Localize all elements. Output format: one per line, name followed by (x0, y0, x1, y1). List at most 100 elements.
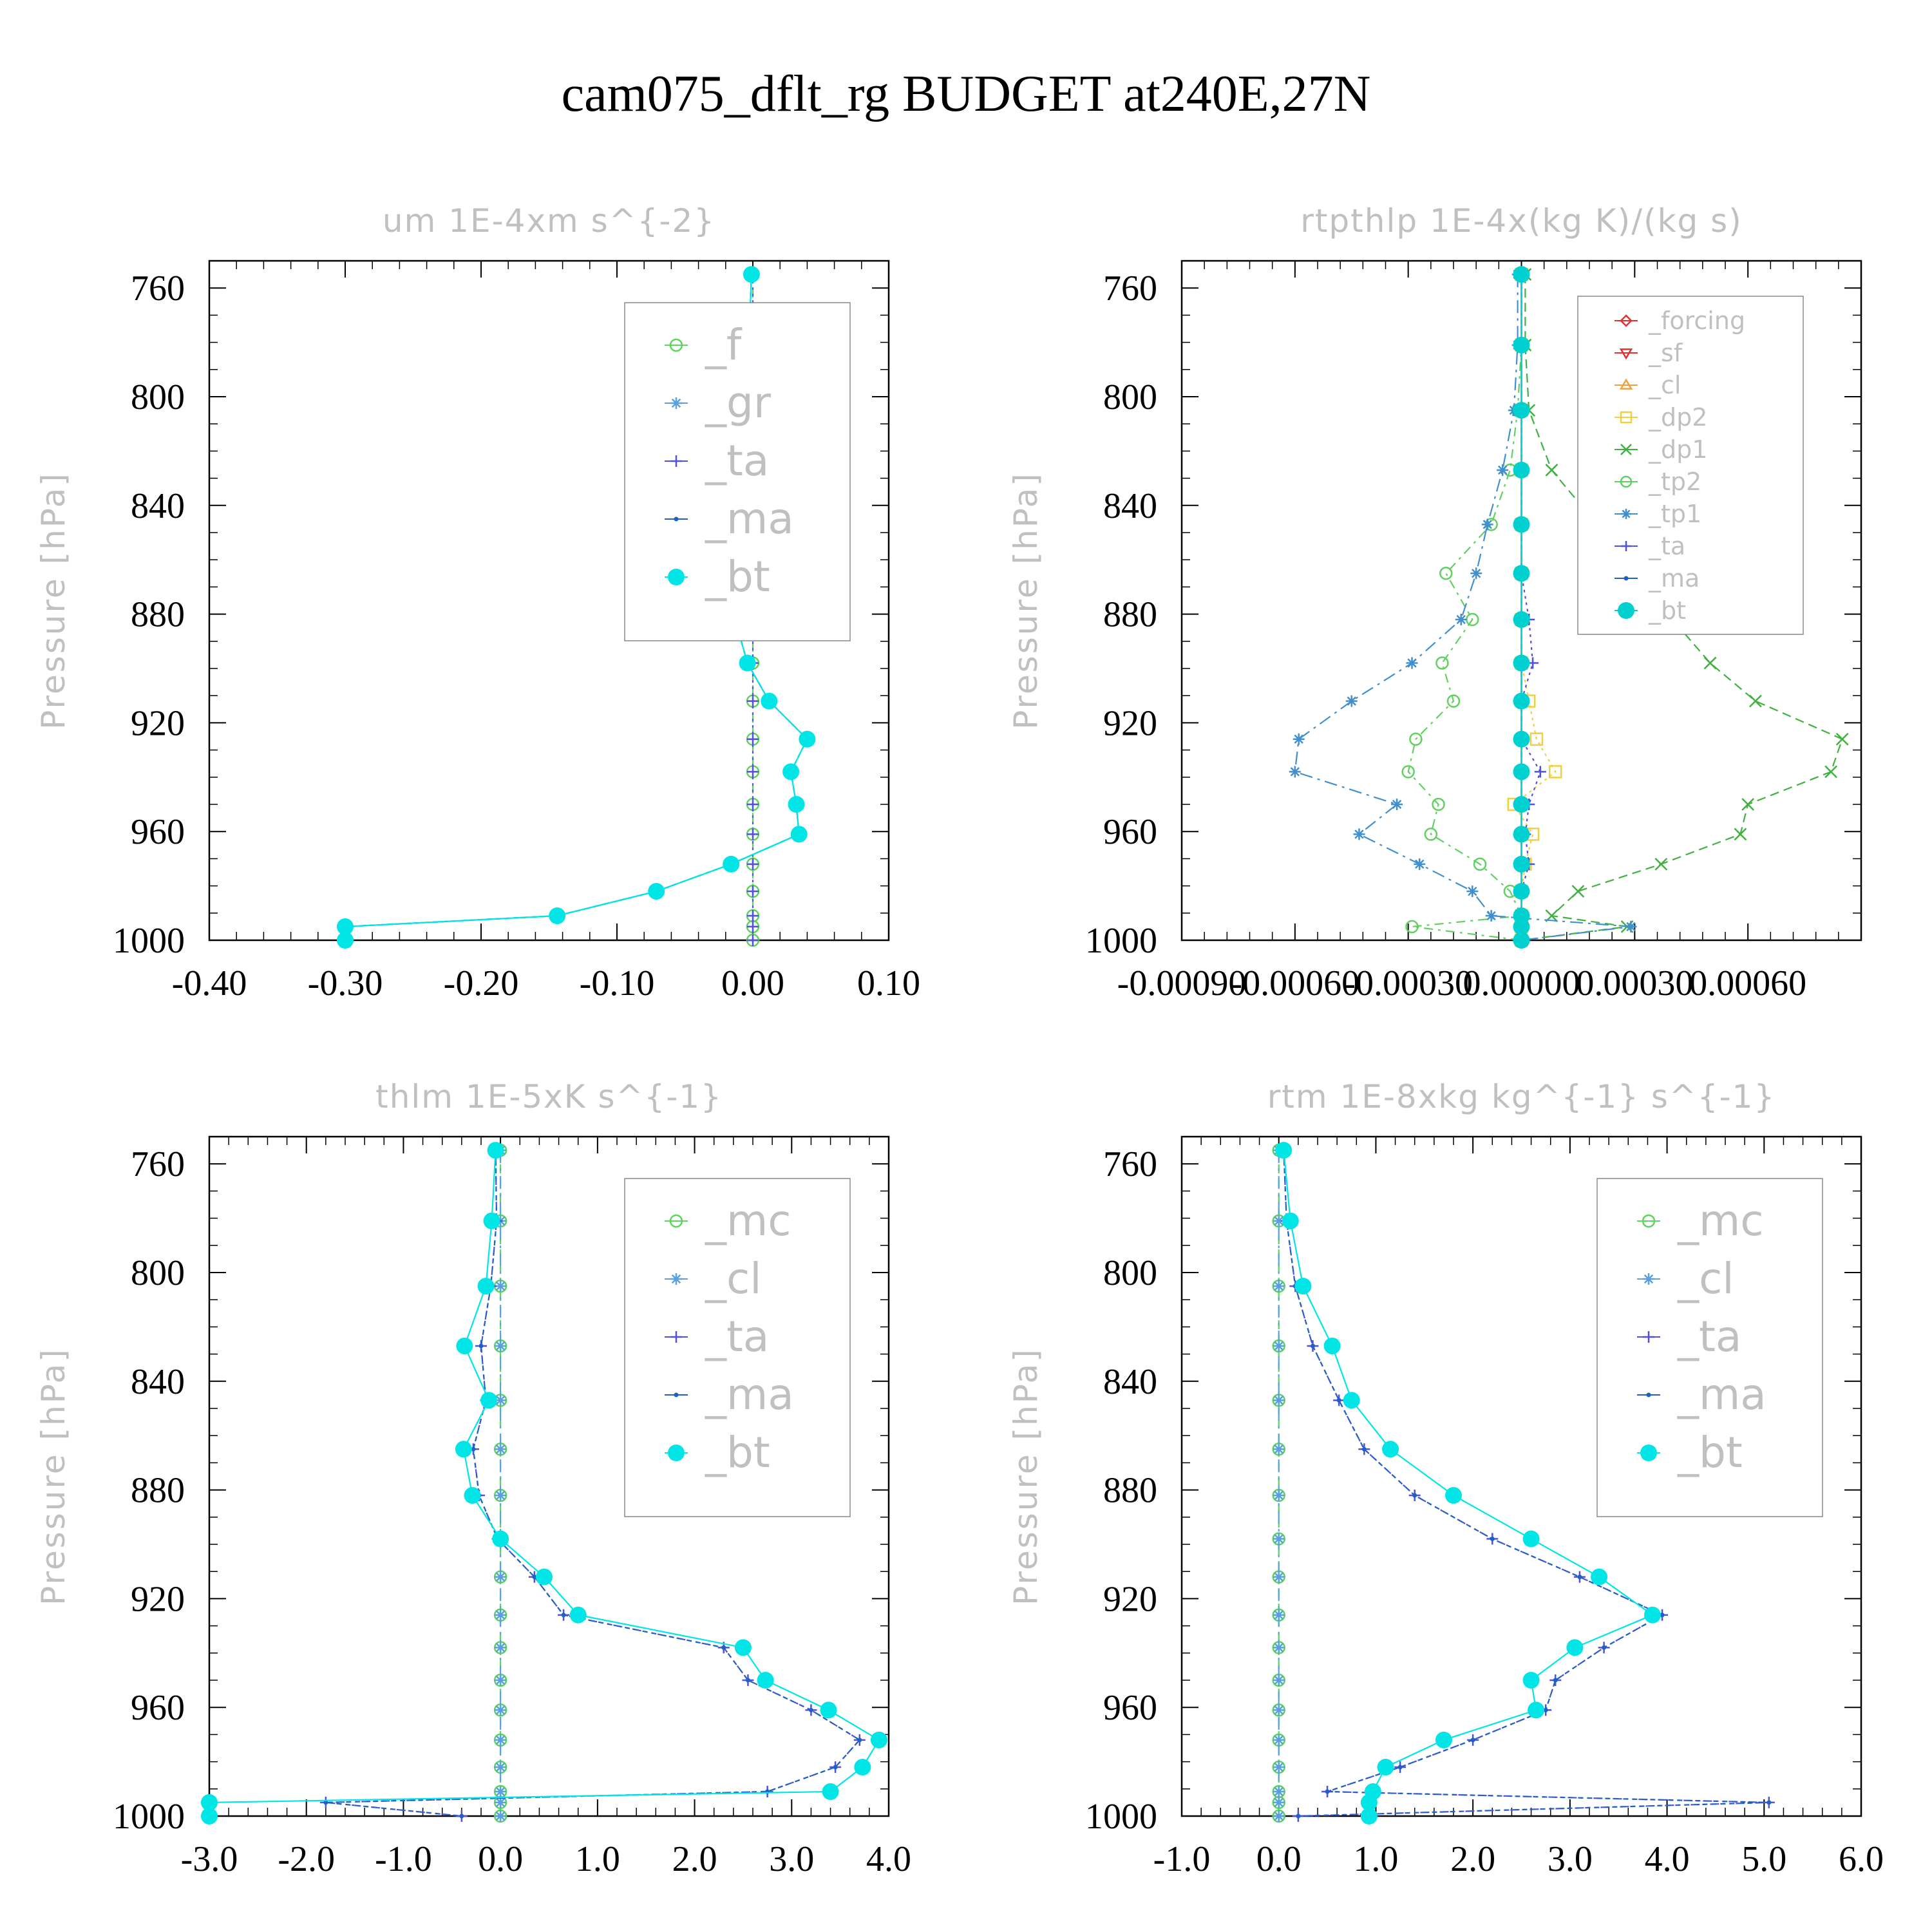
legend-marker (1621, 541, 1631, 551)
legend-label: _cl (1648, 371, 1681, 399)
legend-marker (668, 1444, 685, 1461)
legend-marker (1618, 602, 1634, 619)
x-tick-label: 0.00 (721, 963, 784, 1003)
series-line (1294, 274, 1631, 942)
series-bt (201, 1142, 887, 1824)
legend-label: _forcing (1648, 307, 1745, 335)
x-tick-label: 3.0 (769, 1839, 814, 1879)
x-tick-label: -0.20 (444, 963, 519, 1003)
panel-title: um 1E-4xm s^{-2} (383, 202, 715, 240)
data-point (739, 654, 756, 672)
legend-label: _cl (1677, 1254, 1734, 1303)
data-point (757, 1672, 774, 1689)
legend-marker (669, 338, 683, 352)
data-point (747, 695, 759, 707)
data-point (1513, 855, 1530, 873)
data-point (1490, 1537, 1495, 1542)
data-point (1522, 1672, 1540, 1689)
chart-panel-4: rtm 1E-8xkg kg^{-1} s^{-1} Pressure [hPa]… (1007, 1078, 1884, 1879)
data-point (1446, 694, 1461, 708)
data-point (1401, 765, 1415, 779)
data-point (1470, 567, 1482, 580)
legend-label: _ta (1677, 1312, 1741, 1361)
data-point (1481, 518, 1493, 531)
data-point (495, 1340, 507, 1352)
series-cl (1273, 1144, 1285, 1822)
legend-marker (1620, 444, 1632, 455)
legend-label: _ma (705, 1370, 794, 1419)
data-point (1513, 883, 1530, 900)
legend-label: _bt (1648, 596, 1686, 625)
legend-marker (1619, 378, 1633, 390)
data-point (495, 1734, 507, 1746)
series-line (325, 1150, 861, 1817)
y-tick-label: 760 (131, 269, 185, 308)
data-point (854, 1759, 871, 1776)
data-point (1513, 730, 1530, 748)
data-point (1528, 1701, 1545, 1719)
legend-marker (1642, 1214, 1656, 1228)
data-point (743, 266, 760, 283)
data-point (1360, 1808, 1378, 1824)
data-point (1513, 692, 1530, 710)
plot-frame (208, 260, 890, 942)
data-point (747, 858, 759, 870)
x-tick-label: -0.10 (580, 963, 655, 1003)
data-point (1602, 1645, 1607, 1650)
legend-marker (1624, 576, 1629, 581)
x-tick-label: 4.0 (866, 1839, 911, 1879)
y-tick-label: 920 (131, 703, 185, 743)
x-tick-label: -1.0 (1153, 1839, 1211, 1879)
data-point (721, 1645, 726, 1650)
data-point (1513, 796, 1530, 813)
data-point (532, 1575, 537, 1580)
data-point (535, 1568, 553, 1586)
legend-label: _cl (705, 1254, 762, 1303)
legend-marker (1643, 1331, 1654, 1343)
data-point (1553, 1678, 1558, 1683)
data-point (495, 1786, 507, 1798)
plot-frame (208, 1135, 890, 1817)
data-point (1543, 1707, 1548, 1712)
data-point (337, 932, 354, 949)
data-point (1545, 464, 1558, 477)
series-bt (1275, 1142, 1661, 1824)
plot-frame (1180, 1135, 1862, 1817)
y-tick-label: 960 (131, 812, 185, 852)
data-point (1343, 1392, 1360, 1409)
data-point (1273, 1642, 1285, 1654)
y-axis-label: Pressure [hPa] (35, 471, 72, 730)
x-tick-label: 0.00030 (1576, 963, 1693, 1003)
data-point (747, 733, 759, 745)
legend-marker (670, 1273, 682, 1285)
data-point (1660, 1613, 1665, 1618)
data-point (1513, 826, 1530, 843)
data-point (1336, 1397, 1341, 1403)
y-tick-label: 920 (1103, 703, 1157, 743)
y-tick-label: 1000 (113, 921, 185, 961)
data-point (549, 907, 566, 925)
y-tick-label: 760 (131, 1144, 185, 1184)
data-point (1445, 1487, 1462, 1504)
legend: _mc _cl _ta _ma _bt (624, 1178, 851, 1517)
y-tick-label: 960 (131, 1688, 185, 1728)
data-point (495, 1443, 507, 1455)
panel-title: rtpthlp 1E-4x(kg K)/(kg s) (1300, 202, 1742, 240)
legend-marker (668, 569, 685, 585)
data-point (1273, 1280, 1285, 1293)
legend-marker (670, 1331, 682, 1343)
data-point (1435, 656, 1449, 670)
data-point (734, 1639, 752, 1656)
data-point (1273, 1533, 1285, 1545)
data-point (495, 1761, 507, 1774)
legend-label: _tp2 (1648, 468, 1701, 496)
data-point (1549, 765, 1562, 779)
data-point (1513, 611, 1530, 629)
data-point (1439, 567, 1453, 580)
y-tick-label: 800 (1103, 377, 1157, 417)
legend-marker (669, 1214, 683, 1228)
y-tick-label: 1000 (113, 1797, 185, 1837)
panel-title: thlm 1E-5xK s^{-1} (375, 1078, 723, 1115)
data-point (1513, 763, 1530, 781)
data-point (1273, 1443, 1285, 1455)
